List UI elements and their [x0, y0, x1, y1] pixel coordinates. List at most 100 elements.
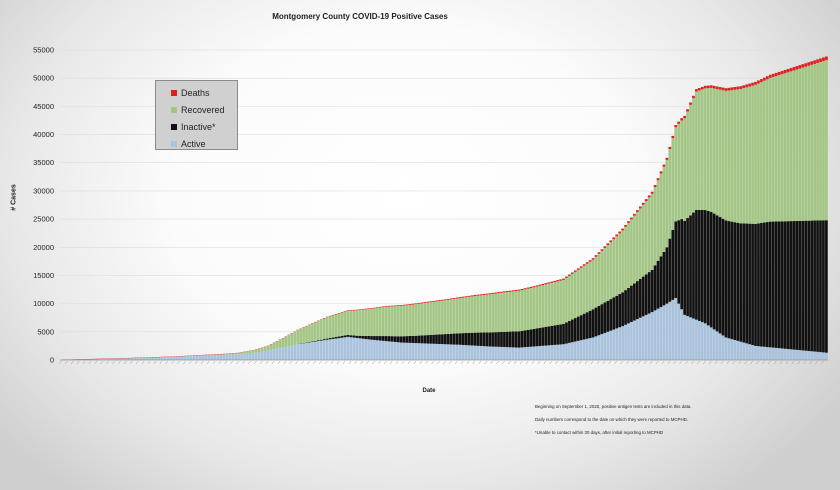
bar-active — [514, 347, 518, 360]
bar-deaths — [763, 77, 766, 81]
bar-deaths — [417, 302, 421, 304]
bar-deaths — [621, 228, 624, 231]
bar-deaths — [703, 85, 707, 89]
bar-inactive — [680, 219, 684, 310]
bar-deaths — [399, 305, 403, 306]
bar-active — [384, 341, 388, 360]
bar-recovered — [376, 307, 379, 337]
bar-active — [727, 338, 731, 360]
bar-deaths — [381, 306, 385, 308]
bar-recovered — [184, 355, 187, 357]
bar-inactive — [706, 210, 710, 326]
bar-inactive — [393, 336, 397, 342]
bar-active — [523, 347, 527, 360]
x-tick — [64, 360, 68, 365]
bar-inactive — [606, 300, 610, 332]
bar-inactive — [591, 309, 595, 338]
bar-active — [189, 356, 193, 360]
bar-inactive — [594, 307, 598, 337]
bar-recovered — [246, 351, 249, 354]
bar-deaths — [420, 302, 424, 304]
bar-recovered — [408, 304, 412, 336]
bar-recovered — [724, 90, 728, 221]
bar-active — [181, 356, 184, 360]
bar-deaths — [633, 213, 636, 216]
bar-recovered — [786, 72, 790, 222]
bar-recovered — [213, 354, 217, 356]
bar-active — [316, 341, 320, 360]
bar-deaths — [647, 195, 651, 198]
bar-active — [101, 358, 105, 360]
bar-active — [154, 357, 158, 360]
bar-recovered — [795, 69, 799, 221]
bar-deaths — [414, 303, 418, 305]
bar-active — [724, 337, 728, 360]
bar-inactive — [446, 333, 450, 345]
bar-inactive — [426, 335, 429, 344]
x-tick — [596, 360, 600, 365]
bar-active — [686, 316, 689, 360]
bar-active — [169, 356, 173, 360]
bar-deaths — [739, 86, 743, 89]
x-tick — [549, 360, 553, 365]
bar-recovered — [379, 307, 382, 337]
bar-deaths — [497, 292, 500, 294]
bar-active — [801, 350, 805, 360]
bar-recovered — [488, 294, 492, 333]
bar-active — [408, 342, 412, 360]
bar-inactive — [411, 335, 415, 343]
bar-deaths — [500, 291, 503, 293]
bar-inactive — [813, 220, 816, 352]
bar-recovered — [458, 298, 462, 334]
bar-deaths — [429, 301, 432, 303]
bar-inactive — [517, 331, 521, 348]
bar-recovered — [807, 65, 811, 221]
bar-inactive — [662, 251, 666, 306]
bar-recovered — [692, 98, 695, 213]
bar-recovered — [384, 306, 388, 337]
bar-inactive — [482, 332, 486, 347]
x-tick — [720, 360, 724, 365]
bar-recovered — [603, 247, 607, 303]
bar-recovered — [216, 354, 220, 356]
bar-deaths — [435, 300, 438, 302]
bar-active — [216, 355, 220, 360]
bar-recovered — [269, 344, 273, 350]
bar-active — [272, 349, 276, 360]
bar-inactive — [609, 299, 613, 331]
bar-inactive — [633, 283, 636, 321]
bar-inactive — [553, 325, 557, 345]
bar-deaths — [757, 80, 760, 84]
bar-inactive — [500, 331, 503, 347]
bar-active — [792, 349, 796, 360]
bar-recovered — [446, 299, 450, 334]
bar-recovered — [748, 86, 751, 224]
bar-inactive — [576, 316, 580, 341]
bar-recovered — [355, 310, 359, 336]
bar-recovered — [621, 230, 624, 293]
bar-recovered — [665, 159, 669, 248]
x-tick — [437, 360, 440, 365]
bar-deaths — [349, 310, 353, 311]
bar-inactive — [343, 335, 347, 338]
bar-recovered — [485, 294, 489, 333]
x-tick — [336, 360, 340, 365]
bar-deaths — [491, 292, 494, 294]
bar-inactive — [523, 330, 527, 348]
bar-active — [777, 348, 781, 360]
bar-deaths — [556, 280, 559, 282]
bar-inactive — [727, 221, 731, 339]
bar-active — [325, 339, 329, 360]
bar-recovered — [452, 298, 456, 334]
bar-recovered — [275, 341, 279, 349]
bar-inactive — [612, 297, 616, 330]
bar-recovered — [813, 63, 816, 221]
bar-active — [124, 358, 128, 360]
bar-recovered — [455, 298, 459, 334]
bar-recovered — [305, 326, 308, 343]
bar-recovered — [706, 88, 710, 211]
bar-deaths — [506, 290, 509, 293]
bar-recovered — [316, 321, 320, 341]
x-tick — [567, 360, 570, 365]
bar-active — [116, 358, 119, 360]
